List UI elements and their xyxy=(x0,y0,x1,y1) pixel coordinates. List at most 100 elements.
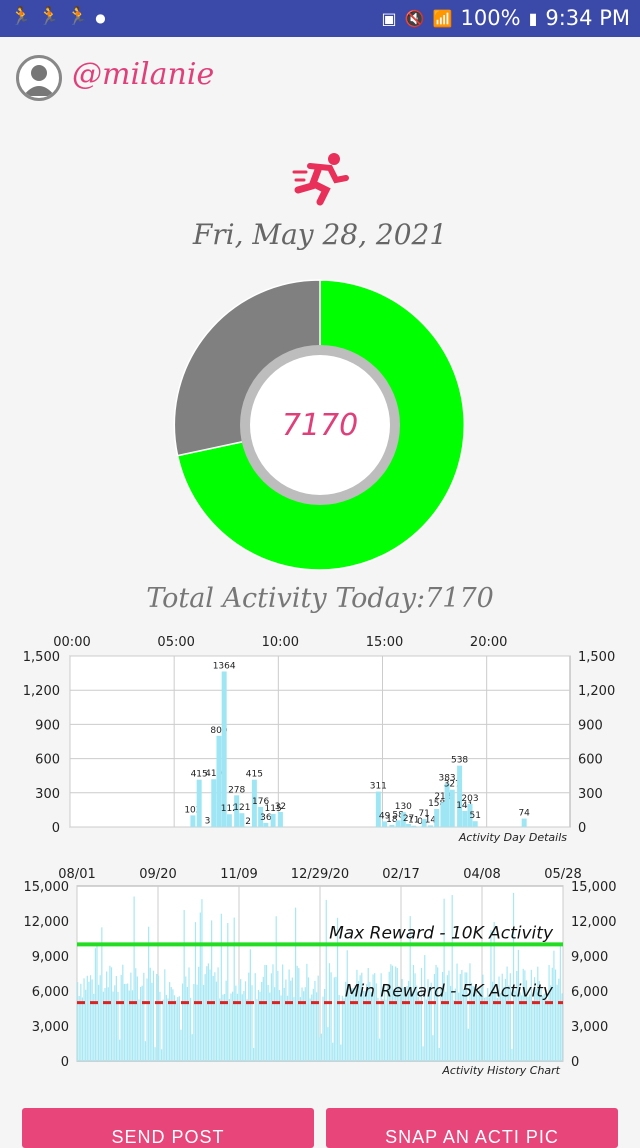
history-bar xyxy=(369,981,371,1061)
y-tick-right: 600 xyxy=(578,753,603,768)
history-bar xyxy=(327,1027,329,1061)
history-bar xyxy=(322,996,324,1061)
history-bar xyxy=(345,981,347,1061)
history-bar xyxy=(412,964,415,1061)
history-bar xyxy=(144,1041,147,1061)
bar-value-label: 538 xyxy=(451,756,468,766)
history-bar xyxy=(131,990,134,1061)
username: @milanie xyxy=(72,57,215,92)
history-bar xyxy=(199,912,201,1061)
history-bar xyxy=(86,975,88,1061)
history-bar xyxy=(357,981,360,1061)
history-bar xyxy=(117,991,119,1061)
day-bar xyxy=(417,827,423,828)
history-bar xyxy=(202,984,205,1061)
history-bar xyxy=(425,999,427,1061)
history-bar xyxy=(194,922,197,1061)
history-bar xyxy=(542,995,544,1061)
snap-acti-pic-button[interactable]: SNAP AN ACTI PIC xyxy=(326,1108,618,1148)
history-bar xyxy=(333,977,335,1061)
history-bar xyxy=(456,963,458,1061)
history-bar xyxy=(107,987,109,1061)
history-bar xyxy=(561,993,563,1061)
history-bar xyxy=(272,964,274,1061)
history-bar xyxy=(309,998,311,1061)
history-bar xyxy=(207,963,209,1061)
history-bar xyxy=(377,997,379,1061)
history-bar xyxy=(315,992,318,1061)
day-bar xyxy=(263,822,269,827)
history-bar xyxy=(244,981,247,1061)
history-bar xyxy=(427,979,429,1061)
runner-notification-icon: 🏃 xyxy=(10,6,39,27)
history-bar xyxy=(498,976,500,1061)
history-bar xyxy=(304,987,306,1061)
history-bar xyxy=(77,982,79,1061)
history-bar xyxy=(372,974,374,1061)
history-bar xyxy=(483,997,486,1061)
y-tick-right: 1,500 xyxy=(578,650,615,665)
y-tick-left: 1,500 xyxy=(23,650,60,665)
bar-value-label: 74 xyxy=(518,809,530,819)
history-bar xyxy=(503,987,505,1061)
history-bar xyxy=(246,999,248,1061)
history-bar xyxy=(112,991,114,1061)
history-bar xyxy=(396,967,398,1061)
history-bar xyxy=(453,1000,455,1061)
x-tick: 09/20 xyxy=(139,867,176,882)
x-tick: 20:00 xyxy=(470,635,507,650)
history-bar xyxy=(190,997,192,1061)
history-bar xyxy=(438,1047,440,1061)
history-bar xyxy=(512,892,515,1061)
history-bar xyxy=(83,978,85,1061)
history-bar xyxy=(85,989,87,1061)
history-bar xyxy=(232,991,234,1061)
history-bar xyxy=(319,1037,321,1061)
history-bar xyxy=(407,980,410,1061)
y-tick-right: 0 xyxy=(571,1055,579,1070)
y-tick-left: 0 xyxy=(52,821,60,836)
history-bar xyxy=(225,980,227,1061)
history-bar xyxy=(215,981,218,1061)
history-bar xyxy=(259,991,261,1061)
history-bar xyxy=(401,978,403,1061)
bar-value-label: 278 xyxy=(228,785,245,795)
y-tick-right: 15,000 xyxy=(571,880,617,895)
history-bar xyxy=(501,973,503,1061)
bar-value-label: 158 xyxy=(428,799,445,809)
day-bar xyxy=(400,812,406,827)
history-bar xyxy=(169,982,171,1061)
history-bar xyxy=(508,985,510,1061)
status-right: ▣ 🔇 📶 100% ▮ 9:34 PM xyxy=(382,6,630,30)
history-bar xyxy=(422,1046,424,1061)
send-post-button[interactable]: SEND POST xyxy=(22,1108,314,1148)
history-bar xyxy=(488,997,490,1061)
history-bar xyxy=(314,980,316,1061)
bar-value-label: 2 xyxy=(245,817,251,827)
day-bar xyxy=(434,808,440,827)
bar-value-label: 11 xyxy=(408,816,419,826)
history-bar xyxy=(311,994,313,1061)
history-bar xyxy=(228,999,230,1061)
history-bar xyxy=(270,973,272,1061)
y-tick-left: 0 xyxy=(61,1055,69,1070)
history-bar xyxy=(493,921,495,1061)
history-bar xyxy=(479,990,481,1061)
status-bar: 🏃🏃🏃● ▣ 🔇 📶 100% ▮ 9:34 PM xyxy=(0,0,640,37)
history-bar xyxy=(428,995,431,1061)
day-bar xyxy=(395,820,401,827)
avatar-icon[interactable] xyxy=(16,55,62,101)
history-bar xyxy=(430,982,432,1061)
bar-value-label: 130 xyxy=(395,802,412,812)
activity-day-chart: 0 0 300 300 600 600 900 900 1,200 1,200 1,500 1,500… xyxy=(23,635,615,844)
history-bar xyxy=(317,975,319,1061)
bar-value-label: 14 xyxy=(425,815,437,825)
x-tick: 05:00 xyxy=(157,635,194,650)
history-bar xyxy=(538,981,540,1061)
history-bar xyxy=(152,970,155,1061)
history-bar xyxy=(380,973,382,1061)
activity-donut-chart: 7170 xyxy=(173,279,466,571)
history-bar xyxy=(458,992,460,1061)
history-bar xyxy=(406,986,408,1061)
history-bar xyxy=(159,991,161,1061)
